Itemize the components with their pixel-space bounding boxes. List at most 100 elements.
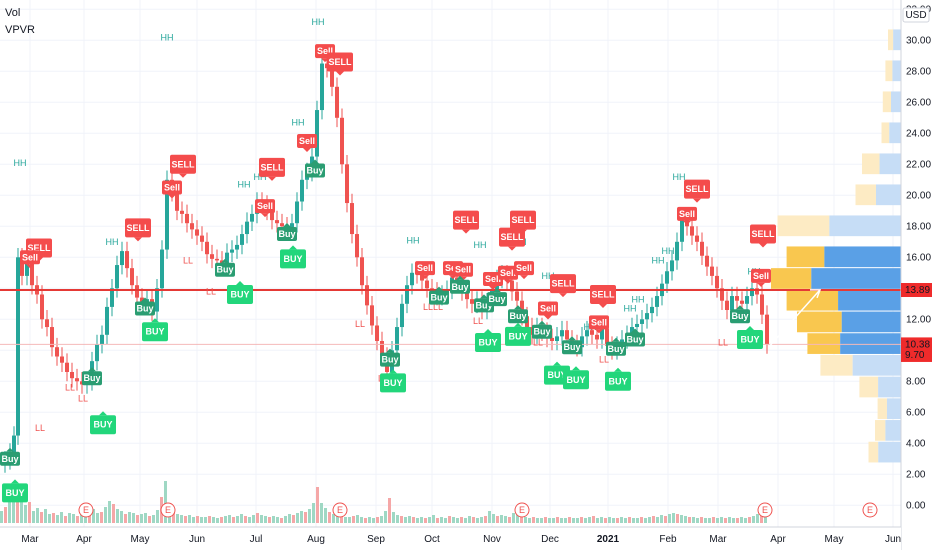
buy-signal[interactable] [2, 483, 28, 503]
price-label-bg [901, 283, 932, 298]
sell-signal[interactable] [589, 315, 609, 330]
signal-label: Buy [278, 229, 295, 239]
buy-signal[interactable] [532, 324, 552, 339]
buy-signal[interactable] [606, 341, 626, 356]
sell-signal[interactable] [751, 268, 771, 283]
sell-signal[interactable] [162, 180, 182, 195]
volume-bar [192, 517, 195, 523]
signal-label: BUY [145, 327, 164, 337]
buy-signal[interactable] [305, 163, 325, 178]
volume-bar [120, 511, 123, 523]
buy-signal[interactable] [429, 290, 449, 305]
buy-signal[interactable] [277, 227, 297, 242]
candle-body [190, 223, 194, 230]
buy-signal[interactable] [450, 279, 470, 294]
buy-signal[interactable] [737, 329, 763, 349]
time-tick-label: Dec [541, 534, 559, 545]
buy-signal[interactable] [215, 262, 235, 277]
sell-signal[interactable] [498, 265, 518, 280]
sell-signal[interactable] [550, 274, 576, 294]
earnings-marker[interactable] [78, 502, 94, 518]
buy-signal[interactable] [0, 451, 20, 466]
volume-bar [444, 518, 447, 523]
volume-bar [248, 517, 251, 523]
sell-signal[interactable] [677, 206, 697, 221]
volume-bar [660, 515, 663, 523]
sell-signal[interactable] [514, 261, 534, 276]
hh-label: HH [542, 271, 555, 281]
earnings-marker[interactable] [160, 502, 176, 518]
legend-vpvr[interactable]: VPVR [5, 24, 35, 36]
buy-signal[interactable] [475, 333, 501, 353]
buy-signal[interactable] [487, 292, 507, 307]
buy-signal[interactable] [82, 371, 102, 386]
candle-body [25, 260, 29, 276]
signal-label: Buy [731, 311, 748, 321]
signal-pointer [151, 318, 159, 323]
price-label: 13.89 [905, 285, 930, 296]
sell-signal[interactable] [453, 262, 473, 277]
volume-bar [52, 513, 55, 523]
sell-signal[interactable] [590, 285, 616, 304]
buy-signal[interactable] [280, 249, 306, 269]
volume-bar [520, 515, 523, 523]
sell-signal[interactable] [125, 218, 151, 238]
volume-bar [316, 487, 319, 523]
earnings-marker[interactable] [862, 502, 878, 518]
volume-bar [400, 516, 403, 523]
earnings-marker[interactable] [514, 502, 530, 518]
candle-body [670, 260, 674, 272]
vpvr-bar-up [855, 184, 876, 206]
buy-signal[interactable] [142, 322, 168, 342]
sell-signal[interactable] [750, 224, 776, 244]
sell-signal[interactable] [170, 154, 196, 174]
buy-signal[interactable] [135, 301, 155, 316]
sell-signal[interactable] [415, 261, 435, 276]
projection-arrow-head [810, 289, 822, 299]
buy-signal[interactable] [605, 371, 631, 391]
time-tick-label: Jun [189, 534, 205, 545]
earnings-marker[interactable] [332, 502, 348, 518]
sell-signal[interactable] [255, 199, 275, 214]
buy-signal[interactable] [380, 352, 400, 367]
legend-vol[interactable]: Vol [5, 7, 21, 19]
candle-body [175, 192, 179, 211]
buy-signal[interactable] [730, 309, 750, 324]
candle-body [420, 274, 424, 281]
signal-label: Sell [516, 263, 532, 273]
volume-bar [760, 515, 763, 523]
sell-signal[interactable] [259, 157, 285, 177]
volume-bar [452, 517, 455, 523]
buy-signal[interactable] [508, 309, 528, 324]
buy-signal[interactable] [563, 370, 589, 390]
time-axis[interactable] [0, 527, 901, 550]
buy-signal[interactable] [505, 326, 531, 346]
buy-signal[interactable] [562, 340, 582, 355]
candle-body [270, 210, 274, 221]
signal-label: SELL [511, 215, 535, 225]
sell-signal[interactable] [684, 179, 710, 199]
sell-signal[interactable] [297, 134, 317, 149]
buy-signal[interactable] [227, 285, 253, 304]
volume-bar [272, 516, 275, 523]
signal-label: Buy [475, 300, 492, 310]
buy-signal[interactable] [380, 373, 406, 393]
sell-signal[interactable] [510, 210, 536, 230]
sell-signal[interactable] [499, 227, 525, 247]
sell-signal[interactable] [538, 301, 558, 316]
sell-signal[interactable] [20, 250, 40, 265]
sell-signal[interactable] [327, 52, 353, 72]
signal-label: BUY [230, 290, 249, 300]
price-axis[interactable] [901, 0, 932, 550]
currency-badge[interactable] [902, 7, 930, 23]
earnings-marker[interactable] [757, 502, 773, 518]
candle-body [200, 235, 204, 242]
buy-signal[interactable] [90, 415, 116, 435]
sell-signal[interactable] [453, 210, 479, 230]
signal-label: Buy [1, 454, 18, 464]
volume-bar [528, 518, 531, 523]
buy-signal[interactable] [625, 332, 645, 347]
volume-bar [200, 517, 203, 523]
vpvr-bar-up [875, 420, 886, 441]
